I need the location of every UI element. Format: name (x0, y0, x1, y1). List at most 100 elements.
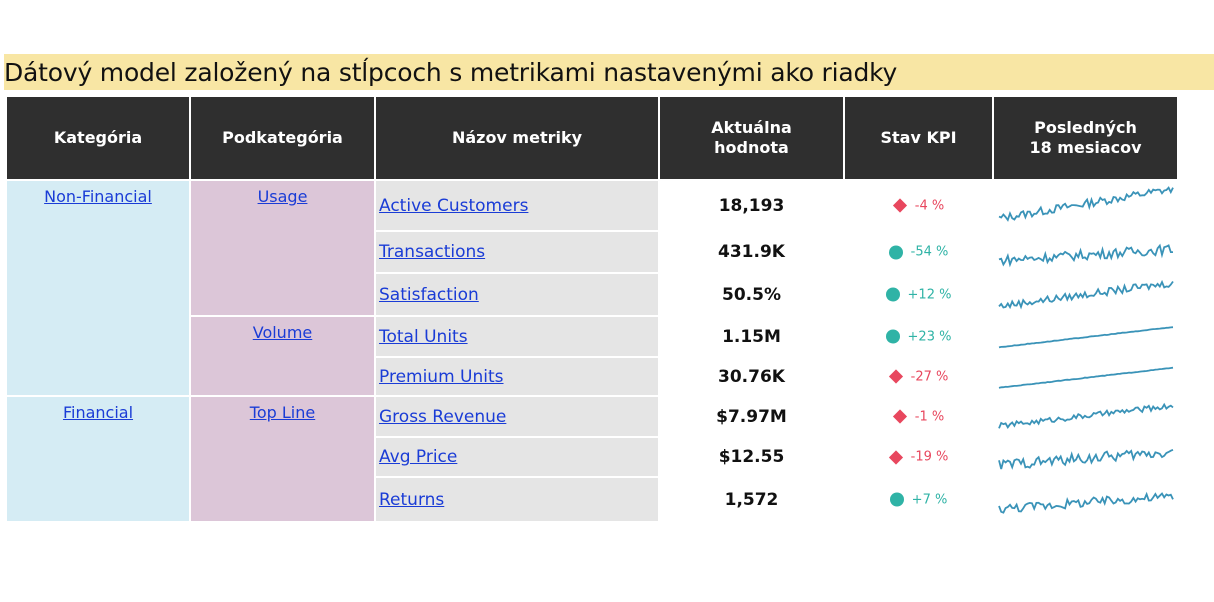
category-link[interactable]: Financial (62, 403, 134, 422)
metric-name-cell: Total Units (376, 317, 658, 356)
title-bar (4, 54, 1214, 90)
kpi-percent: -4 % (914, 198, 945, 213)
metric-name-cell: Transactions (376, 232, 658, 272)
metric-link[interactable]: Transactions (379, 242, 486, 262)
kpi-percent: +12 % (907, 287, 952, 302)
kpi-percent: +23 % (907, 329, 952, 344)
sparkline-chart (998, 402, 1174, 429)
sparkline-chart (998, 279, 1174, 310)
header-subcategory[interactable]: Podkategória (191, 97, 374, 179)
kpi-indicator: +12 % (845, 287, 992, 302)
sparkline-chart (998, 243, 1173, 268)
subcategory-link[interactable]: Volume (252, 323, 313, 342)
metric-link[interactable]: Satisfaction (379, 284, 479, 305)
kpi-status-cell: -4 % (845, 181, 992, 230)
metric-link[interactable]: Active Customers (379, 195, 529, 216)
sparkline-cell (994, 358, 1177, 395)
kpi-status-cell: -1 % (845, 397, 992, 436)
sparkline-cell (994, 181, 1177, 230)
metric-link[interactable]: Total Units (379, 326, 468, 347)
sparkline-line (998, 491, 1174, 514)
header-subcategory-label: Podkategória (222, 128, 343, 147)
header-kpi-status-label: Stav KPI (880, 128, 957, 147)
current-value-cell: 1.15M (660, 317, 843, 356)
sparkline-cell (994, 317, 1177, 356)
current-value-cell: 30.76K (660, 358, 843, 395)
sparkline-line (998, 448, 1174, 470)
header-kpi-status[interactable]: Stav KPI (845, 97, 992, 179)
current-value: 1.15M (722, 326, 781, 347)
current-value: 431.9K (718, 242, 785, 262)
sparkline-cell (994, 397, 1177, 436)
circle-icon (885, 287, 900, 302)
sparkline-chart (998, 326, 1174, 349)
subcategory-link[interactable]: Top Line (249, 403, 316, 422)
current-value-cell: 50.5% (660, 274, 843, 315)
kpi-indicator: -54 % (845, 245, 992, 260)
kpi-percent: -1 % (914, 409, 945, 424)
current-value: $7.97M (716, 406, 787, 427)
kpi-indicator: +7 % (845, 492, 992, 507)
kpi-indicator: -4 % (845, 198, 992, 213)
circle-icon (888, 245, 903, 259)
header-current-value-label: Aktuálna hodnota (711, 118, 792, 157)
sparkline-line (998, 243, 1173, 268)
sparkline-chart (998, 366, 1174, 389)
circle-icon (885, 329, 900, 344)
metric-name-cell: Returns (376, 478, 658, 521)
diamond-icon (888, 449, 903, 465)
metric-name-cell: Active Customers (376, 181, 658, 230)
metric-link[interactable]: Premium Units (379, 366, 504, 387)
header-last-18-months[interactable]: Posledných 18 mesiacov (994, 97, 1177, 179)
sparkline-line (998, 186, 1174, 222)
subcategory-cell-usage: Usage (191, 181, 374, 315)
kpi-indicator: -27 % (845, 369, 992, 384)
sparkline-cell (994, 232, 1177, 272)
sparkline-chart (998, 186, 1174, 222)
kpi-status-cell: +23 % (845, 317, 992, 356)
kpi-percent: -27 % (910, 369, 949, 384)
current-value: $12.55 (718, 447, 785, 467)
category-link[interactable]: Non-Financial (44, 187, 152, 206)
metric-link[interactable]: Gross Revenue (379, 406, 507, 427)
metric-link[interactable]: Avg Price (379, 447, 458, 467)
metric-name-cell: Avg Price (376, 438, 658, 476)
current-value: 50.5% (722, 284, 781, 305)
kpi-percent: +7 % (911, 492, 948, 507)
sparkline-line (998, 366, 1174, 389)
metric-name-cell: Premium Units (376, 358, 658, 395)
subcategory-link[interactable]: Usage (257, 187, 308, 206)
sparkline-line (998, 279, 1174, 310)
kpi-status-cell: -54 % (845, 232, 992, 272)
current-value-cell: 18,193 (660, 181, 843, 230)
metric-link[interactable]: Returns (379, 489, 445, 510)
sparkline-cell (994, 438, 1177, 476)
diamond-icon (888, 369, 903, 384)
subcategory-cell-top-line: Top Line (191, 397, 374, 521)
header-category[interactable]: Kategória (7, 97, 189, 179)
kpi-status-cell: -19 % (845, 438, 992, 476)
current-value-cell: 431.9K (660, 232, 843, 272)
sparkline-line (998, 326, 1174, 349)
header-category-label: Kategória (53, 128, 143, 147)
kpi-indicator: -1 % (845, 409, 992, 424)
sparkline-cell (994, 274, 1177, 315)
kpi-indicator: +23 % (845, 329, 992, 344)
current-value-cell: $12.55 (660, 438, 843, 476)
current-value: 18,193 (718, 195, 785, 216)
kpi-status-cell: -27 % (845, 358, 992, 395)
category-cell-non-financial: Non-Financial (7, 181, 189, 395)
header-metric-name[interactable]: Názov metriky (376, 97, 658, 179)
header-current-value[interactable]: Aktuálna hodnota (660, 97, 843, 179)
kpi-status-cell: +12 % (845, 274, 992, 315)
page-title: Dátový model založený na stĺpcoch s metr… (4, 58, 898, 87)
sparkline-cell (994, 478, 1177, 521)
subcategory-cell-volume: Volume (191, 317, 374, 395)
metric-name-cell: Satisfaction (376, 274, 658, 315)
current-value-cell: 1,572 (660, 478, 843, 521)
header-last-18-months-label: Posledných 18 mesiacov (1029, 118, 1142, 157)
kpi-percent: -19 % (910, 449, 949, 465)
category-cell-financial: Financial (7, 397, 189, 521)
kpi-status-cell: +7 % (845, 478, 992, 521)
current-value: 30.76K (718, 366, 785, 387)
